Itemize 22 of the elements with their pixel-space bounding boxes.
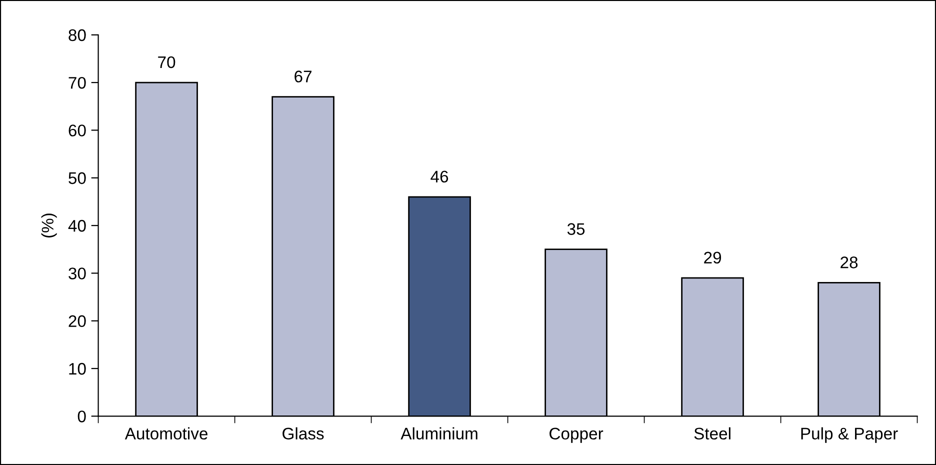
data-label: 46 — [430, 170, 448, 183]
data-label: 70 — [158, 56, 176, 68]
y-tick-label: 0 — [78, 410, 86, 422]
x-tick-label: Glass — [282, 427, 324, 440]
x-tick-label: Copper — [550, 428, 604, 443]
y-tick-label: 80 — [68, 29, 86, 42]
y-tick-label: 10 — [69, 362, 86, 375]
x-tick-label: Steel — [694, 427, 730, 440]
x-tick-label: Automotive — [124, 427, 208, 440]
x-tick-label: Pulp & Paper — [801, 427, 898, 443]
data-label: 35 — [567, 223, 585, 235]
y-axis-title: (%) — [41, 214, 57, 238]
y-tick-label: 50 — [68, 172, 86, 184]
data-label: 29 — [704, 252, 722, 264]
x-tick-label: Aluminium — [400, 427, 478, 440]
y-tick-label: 30 — [68, 268, 86, 280]
data-label: 67 — [294, 70, 312, 82]
data-label: 28 — [840, 256, 858, 268]
y-tick-label: 70 — [68, 76, 86, 89]
y-tick-label: 20 — [68, 315, 86, 328]
y-tick-label: 40 — [68, 220, 86, 232]
y-tick-label: 60 — [68, 124, 86, 136]
